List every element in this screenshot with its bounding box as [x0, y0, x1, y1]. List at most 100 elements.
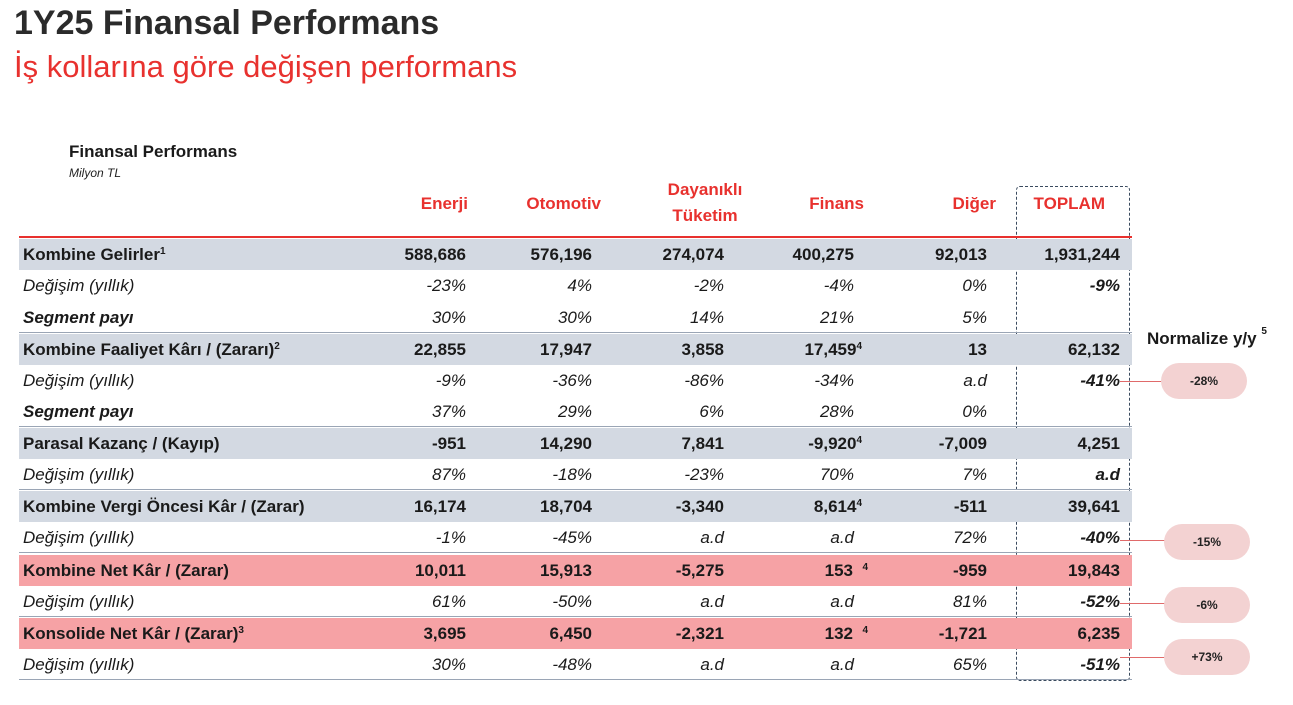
cell-enerji: 22,855 — [414, 340, 466, 359]
cell-enerji: 61% — [431, 592, 466, 611]
cell-otomotiv: 30% — [557, 308, 592, 327]
cell-finans: 70% — [819, 465, 854, 484]
cell-otomotiv: -45% — [552, 528, 592, 547]
cell-dayanikli: -3,340 — [675, 497, 724, 516]
row-label: Değişim (yıllık) — [23, 592, 135, 611]
cell-dayanikli: 3,858 — [681, 340, 724, 359]
row-kombine-net-kar: Kombine Net Kâr / (Zarar) 10,011 15,913 … — [19, 555, 1132, 586]
cell-dayanikli: 6% — [699, 402, 724, 421]
cell-enerji: 16,174 — [414, 497, 466, 516]
normalize-badge: -28% — [1161, 363, 1247, 399]
cell-otomotiv: -18% — [552, 465, 592, 484]
footnote-marker: 2 — [274, 341, 280, 352]
cell-dayanikli: 274,074 — [662, 245, 724, 264]
cell-otomotiv: 6,450 — [549, 624, 592, 643]
cell-diger: -511 — [953, 497, 987, 516]
row-degisim-vergi: Değişim (yıllık) -1% -45% a.d a.d 72% -4… — [19, 522, 1132, 553]
page-title: 1Y25 Finansal Performans — [14, 4, 440, 42]
cell-dayanikli: -86% — [684, 371, 724, 390]
col-header-finans: Finans — [809, 194, 864, 213]
footnote-marker: 4 — [862, 562, 868, 573]
cell-enerji: 3,695 — [423, 624, 466, 643]
section-title: Finansal Performans — [69, 142, 238, 161]
footnote-marker: 3 — [238, 625, 244, 636]
row-label: Segment payı — [23, 308, 134, 327]
cell-toplam: 62,132 — [1068, 340, 1120, 359]
section-unit: Milyon TL — [69, 166, 122, 180]
cell-enerji: 10,011 — [414, 561, 466, 580]
cell-enerji: -1% — [435, 528, 466, 547]
cell-toplam: 6,235 — [1077, 624, 1120, 643]
cell-diger: 0% — [962, 276, 987, 295]
normalize-badge: -6% — [1164, 587, 1250, 623]
cell-finans: 8,6144 — [813, 497, 862, 516]
footnote-marker: 4 — [862, 625, 868, 636]
footnote-marker: 4 — [856, 341, 862, 352]
cell-diger: 72% — [952, 528, 987, 547]
cell-otomotiv: -36% — [552, 371, 592, 390]
cell-otomotiv: -48% — [552, 655, 592, 674]
cell-dayanikli: -2,321 — [675, 624, 724, 643]
normalize-label: Normalize y/y 5 — [1147, 326, 1267, 348]
row-parasal-kazanc: Parasal Kazanç / (Kayıp) -951 14,290 7,8… — [19, 428, 1132, 459]
cell-finans: -34% — [814, 371, 854, 390]
cell-dayanikli: a.d — [700, 592, 724, 611]
cell-toplam: 39,641 — [1068, 497, 1120, 516]
footnote-marker: 4 — [856, 435, 862, 446]
cell-toplam: -52% — [1080, 592, 1120, 611]
connector-line — [1120, 540, 1166, 541]
cell-toplam: 19,843 — [1068, 561, 1120, 580]
cell-toplam: -51% — [1080, 655, 1120, 674]
row-kombine-gelirler: Kombine Gelirler1 588,686 576,196 274,07… — [19, 239, 1132, 270]
row-konsolide-net-kar: Konsolide Net Kâr / (Zarar)3 3,695 6,450… — [19, 618, 1132, 649]
cell-enerji: -23% — [426, 276, 466, 295]
cell-enerji: -951 — [431, 434, 466, 453]
cell-finans: a.d — [830, 528, 854, 547]
row-label: Değişim (yıllık) — [23, 528, 135, 547]
cell-diger: 92,013 — [935, 245, 987, 264]
col-header-dayanikli: Dayanıklı Tüketim — [630, 177, 780, 229]
cell-toplam: -9% — [1089, 276, 1120, 295]
row-vergi-oncesi-kar: Kombine Vergi Öncesi Kâr / (Zarar) 16,17… — [19, 491, 1132, 522]
row-segment-payi-gelirler: Segment payı 30% 30% 14% 21% 5% — [19, 302, 1132, 333]
connector-line — [1120, 657, 1166, 658]
cell-finans: 400,275 — [792, 245, 854, 264]
row-degisim-parasal: Değişim (yıllık) 87% -18% -23% 70% 7% a.… — [19, 459, 1132, 490]
row-label: Değişim (yıllık) — [23, 276, 135, 295]
row-label: Değişim (yıllık) — [23, 465, 135, 484]
row-label: Konsolide Net Kâr / (Zarar)3 — [23, 624, 244, 643]
cell-finans: -4% — [823, 276, 854, 295]
cell-dayanikli: -2% — [693, 276, 724, 295]
cell-otomotiv: 4% — [567, 276, 592, 295]
cell-diger: 13 — [968, 340, 987, 359]
cell-enerji: 30% — [431, 655, 466, 674]
cell-dayanikli: a.d — [700, 655, 724, 674]
row-segment-payi-faaliyet: Segment payı 37% 29% 6% 28% 0% — [19, 396, 1132, 427]
cell-diger: 65% — [952, 655, 987, 674]
cell-finans: a.d — [830, 655, 854, 674]
col-header-enerji: Enerji — [420, 194, 468, 213]
footnote-marker: 5 — [1261, 326, 1267, 337]
row-label: Değişim (yıllık) — [23, 371, 135, 390]
cell-otomotiv: 18,704 — [540, 497, 592, 516]
row-label: Kombine Net Kâr / (Zarar) — [23, 561, 229, 580]
cell-diger: -7,009 — [938, 434, 987, 453]
row-degisim-konsolide: Değişim (yıllık) 30% -48% a.d a.d 65% -5… — [19, 649, 1132, 680]
col-header-dayanikli-line2: Tüketim — [672, 206, 738, 225]
row-label: Kombine Faaliyet Kârı / (Zararı)2 — [23, 340, 280, 359]
cell-finans: a.d — [830, 592, 854, 611]
cell-diger: a.d — [963, 371, 987, 390]
row-faaliyet-kari: Kombine Faaliyet Kârı / (Zararı)2 22,855… — [19, 334, 1132, 365]
cell-enerji: 37% — [431, 402, 466, 421]
connector-line — [1120, 603, 1166, 604]
cell-finans: 132 4 — [824, 624, 868, 643]
row-degisim-gelirler: Değişim (yıllık) -23% 4% -2% -4% 0% -9% — [19, 270, 1132, 301]
cell-enerji: 30% — [431, 308, 466, 327]
cell-diger: -959 — [952, 561, 987, 580]
row-degisim-kombine-net: Değişim (yıllık) 61% -50% a.d a.d 81% -5… — [19, 586, 1132, 617]
cell-toplam: 4,251 — [1077, 434, 1120, 453]
col-header-otomotiv: Otomotiv — [526, 194, 601, 213]
cell-finans: 21% — [819, 308, 854, 327]
cell-otomotiv: 29% — [557, 402, 592, 421]
col-header-dayanikli-line1: Dayanıklı — [667, 180, 743, 199]
